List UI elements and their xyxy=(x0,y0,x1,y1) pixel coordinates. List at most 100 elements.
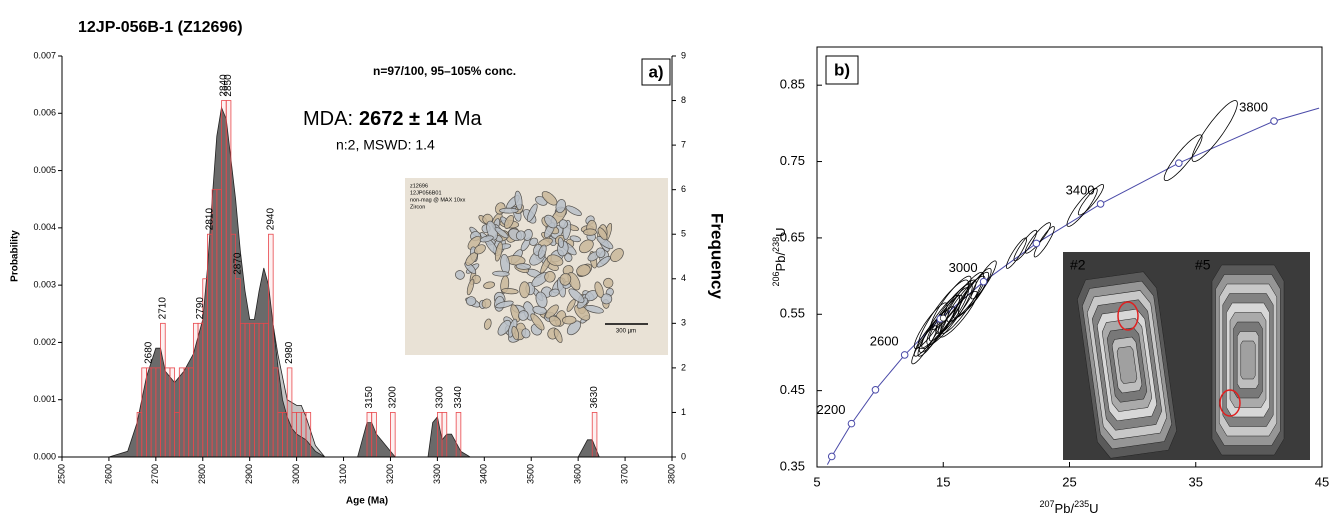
error-ellipse xyxy=(1024,222,1052,254)
error-ellipse xyxy=(1033,226,1055,258)
zircon-grain xyxy=(541,191,558,206)
histogram-bar xyxy=(188,367,194,458)
peak-label: 2940 xyxy=(265,208,276,231)
histogram-bar xyxy=(155,367,161,458)
peak-label: 2980 xyxy=(284,341,295,364)
peak-label: 2810 xyxy=(204,208,215,231)
zircon-grain xyxy=(494,227,509,239)
peak-label: 3630 xyxy=(589,386,600,409)
zircon-grain xyxy=(510,304,521,323)
zircon-grain xyxy=(538,244,547,259)
zircon-grain xyxy=(481,298,492,309)
zircon-grain xyxy=(595,247,606,259)
histogram-bar xyxy=(286,367,293,458)
y2-tick-label: 1 xyxy=(681,407,686,417)
zircon-grain xyxy=(548,315,562,327)
x-tick-label: 3200 xyxy=(385,464,395,484)
error-ellipse xyxy=(1191,100,1238,162)
histogram-bar xyxy=(169,367,176,458)
x-tick-label: 2600 xyxy=(103,464,113,484)
y2-tick-label: 0 xyxy=(681,451,686,461)
zircon-grain xyxy=(583,228,597,236)
y-tick-label: 0.006 xyxy=(33,108,56,118)
histogram-bar xyxy=(390,412,396,458)
histogram-bar xyxy=(366,412,373,458)
zircon-grain xyxy=(596,236,614,250)
histogram-bar xyxy=(436,412,443,458)
mda-value: 2672 ± 14 xyxy=(359,108,449,130)
zircon-grain xyxy=(600,293,613,305)
cl-label: #5 xyxy=(1195,257,1211,273)
zircon-grain xyxy=(511,326,520,341)
histogram-bar xyxy=(282,412,288,458)
figure-title: 12JP-056B-1 (Z12696) xyxy=(78,19,243,36)
y-tick-label: 0.45 xyxy=(780,382,805,397)
peak-label: 3340 xyxy=(453,386,464,409)
zircon-grain xyxy=(466,278,475,296)
crystal-zone xyxy=(1240,340,1256,380)
zircon-grain xyxy=(484,318,492,330)
age-marker xyxy=(1032,239,1041,248)
spot xyxy=(1117,301,1139,331)
y-axis-label: 206Pb/238U xyxy=(771,228,788,287)
error-ellipse xyxy=(970,260,997,300)
zircon-grain xyxy=(568,288,585,303)
zircon-grain xyxy=(501,288,519,295)
photo-caption: z12696 xyxy=(410,183,428,189)
peak-label: 2790 xyxy=(195,297,206,320)
age-label: 2600 xyxy=(870,333,899,348)
peak-label: 2840 xyxy=(218,74,229,97)
age-label: 2200 xyxy=(817,402,846,417)
mda-prefix: MDA: xyxy=(303,108,353,130)
label-part: 235 xyxy=(1074,499,1089,509)
x-tick-label: 5 xyxy=(813,474,820,489)
error-ellipse xyxy=(930,275,972,330)
cl-image: #2 #5 xyxy=(1063,252,1310,460)
photo-caption: 12JP056B01 xyxy=(410,190,442,196)
histogram-bar xyxy=(277,412,283,458)
x-tick-label: 2900 xyxy=(244,464,254,484)
photo-caption: Zircon xyxy=(410,204,425,210)
label-part: Pb/ xyxy=(773,252,788,272)
y-tick-label: 0.85 xyxy=(780,77,805,92)
zircon-grain xyxy=(566,320,582,336)
panel-label-box xyxy=(641,58,671,86)
error-ellipse xyxy=(1066,187,1098,227)
error-ellipse xyxy=(913,302,948,349)
peak-label: 2870 xyxy=(233,252,244,275)
zircon-grain xyxy=(544,271,556,283)
histogram-bar xyxy=(197,322,204,458)
zircon-grain xyxy=(557,237,564,248)
zircon-grain xyxy=(579,239,594,254)
y2-tick-label: 7 xyxy=(681,139,686,149)
y2-tick-label: 6 xyxy=(681,184,686,194)
peak-label: 3150 xyxy=(364,386,375,409)
zircon-grain xyxy=(558,219,568,229)
zircon-grain xyxy=(494,241,503,262)
x-tick-label: 45 xyxy=(1315,474,1329,489)
zircon-grain xyxy=(455,270,465,280)
mean-point xyxy=(939,314,947,322)
zircon-grain xyxy=(497,319,511,336)
y-tick-label: 0.000 xyxy=(33,451,56,461)
zircon-grain xyxy=(569,235,581,243)
histogram-bar xyxy=(253,322,260,458)
error-ellipse xyxy=(911,325,938,365)
histogram-bar xyxy=(371,412,377,458)
zircon-grain xyxy=(526,203,538,222)
age-marker xyxy=(871,385,880,394)
y-tick-label: 0.007 xyxy=(33,50,56,60)
spot xyxy=(1219,389,1241,417)
zircon-grain xyxy=(465,296,477,306)
zircon-grain xyxy=(594,281,604,298)
y2-axis-label: Frequency xyxy=(708,213,727,300)
x-axis-label: Age (Ma) xyxy=(346,496,388,507)
histogram-bar xyxy=(263,322,269,458)
zircon-grain xyxy=(559,273,572,286)
histogram-bar xyxy=(291,412,298,458)
x-tick-label: 3400 xyxy=(479,464,489,484)
zircon-grain xyxy=(584,305,604,314)
